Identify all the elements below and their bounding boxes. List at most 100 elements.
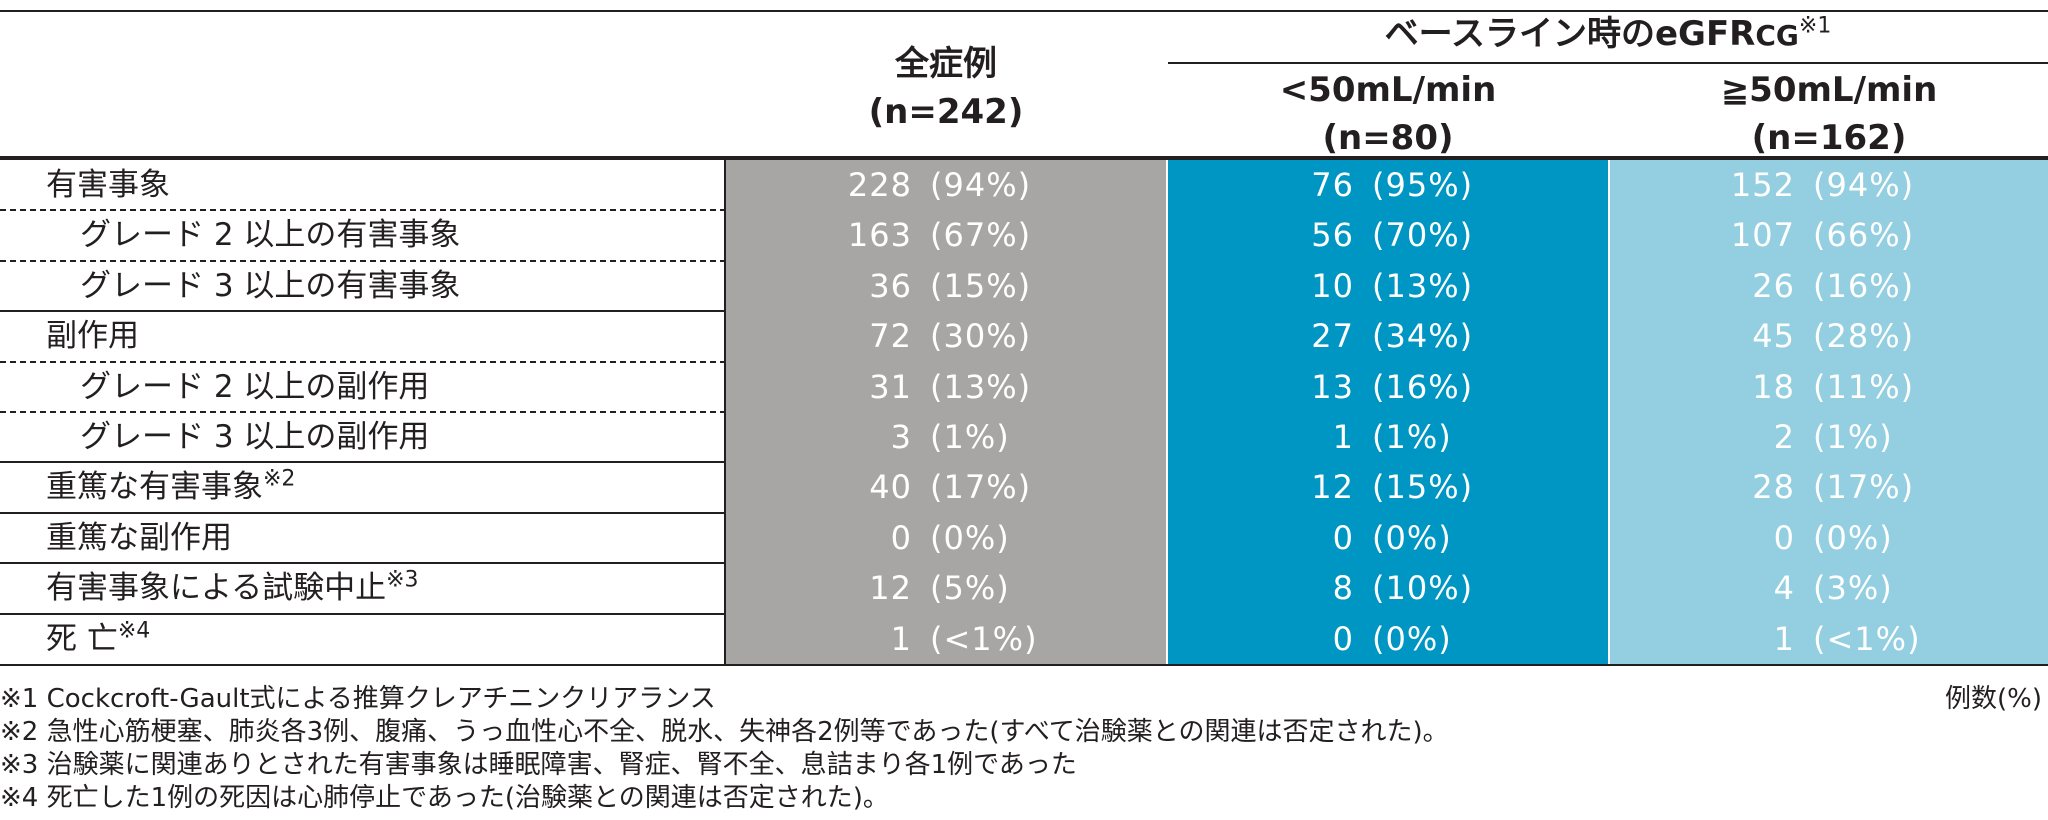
table-row: グレード 2 以上の副作用 31 (13%) 13 (16%) 18 (11%) bbox=[0, 361, 2048, 413]
header-rule bbox=[0, 156, 2048, 160]
cell-percent: (1%) bbox=[930, 418, 1010, 456]
row-separator bbox=[0, 360, 726, 363]
row-label-text: 有害事象による試験中止 bbox=[46, 570, 387, 607]
cell-percent: (28%) bbox=[1813, 317, 1915, 356]
cell-ge: 1 (<1%) bbox=[1610, 613, 2048, 665]
cell-ge: 0 (0%) bbox=[1610, 512, 2048, 564]
cell-percent: (15%) bbox=[930, 266, 1032, 305]
row-label: 有害事象による試験中止※3 bbox=[46, 563, 419, 614]
cell-all: 1 (<1%) bbox=[726, 613, 1166, 665]
table-row: グレード 2 以上の有害事象 163 (67%) 56 (70%) 107 (66%) bbox=[0, 210, 2048, 262]
cell-percent: (95%) bbox=[1372, 166, 1474, 204]
cell-count: 13 bbox=[1311, 367, 1354, 406]
row-separator bbox=[0, 511, 726, 514]
row-label: 有害事象 bbox=[46, 160, 170, 211]
group-sub-rule bbox=[1168, 62, 2048, 64]
cell-all: 31 (13%) bbox=[726, 361, 1166, 413]
cell-lt: 8 (10%) bbox=[1168, 563, 1608, 615]
col-ge50-title: ≧50mL/min bbox=[1720, 70, 1938, 110]
cell-ge: 107 (66%) bbox=[1610, 210, 2048, 262]
row-separator bbox=[0, 259, 726, 262]
cell-lt: 1 (1%) bbox=[1168, 412, 1608, 463]
row-separator bbox=[0, 612, 726, 615]
cell-percent: (15%) bbox=[1372, 468, 1474, 507]
footnote: ※3 治験薬に関連ありとされた有害事象は睡眠障害、腎症、腎不全、息詰まり各1例で… bbox=[0, 750, 1077, 780]
row-label: 副作用 bbox=[46, 311, 139, 362]
cell-count: 0 bbox=[1332, 619, 1354, 658]
cell-percent: (3%) bbox=[1813, 569, 1893, 608]
cell-count: 107 bbox=[1730, 216, 1795, 255]
footnote: ※1 Cockcroft-Gault式による推算クレアチニンクリアランス bbox=[0, 684, 716, 714]
cell-count: 2 bbox=[1773, 418, 1795, 456]
row-label-text: グレード 3 以上の有害事象 bbox=[80, 267, 461, 304]
row-label-footnote-mark: ※4 bbox=[117, 618, 151, 644]
cell-all: 3 (1%) bbox=[726, 412, 1166, 463]
cell-count: 40 bbox=[869, 468, 912, 507]
row-label: グレード 2 以上の有害事象 bbox=[80, 210, 460, 261]
col-lt50-n: (n=80) bbox=[1322, 118, 1454, 158]
cell-count: 3 bbox=[890, 418, 912, 456]
table-row: 副作用 72 (30%) 27 (34%) 45 (28%) bbox=[0, 311, 2048, 363]
cell-percent: (1%) bbox=[1813, 418, 1893, 456]
table-row: 重篤な副作用 0 (0%) 0 (0%) 0 (0%) bbox=[0, 512, 2048, 564]
row-label-text: グレード 3 以上の副作用 bbox=[80, 419, 430, 455]
table-row: グレード 3 以上の副作用 3 (1%) 1 (1%) 2 (1%) bbox=[0, 412, 2048, 463]
col-all-header: 全症例 (n=242) bbox=[726, 40, 1166, 136]
row-label: 重篤な有害事象※2 bbox=[46, 462, 295, 513]
cell-count: 12 bbox=[869, 569, 912, 608]
cell-count: 45 bbox=[1752, 317, 1795, 356]
table-row: グレード 3 以上の有害事象 36 (15%) 10 (13%) 26 (16%) bbox=[0, 260, 2048, 312]
cell-ge: 152 (94%) bbox=[1610, 160, 2048, 211]
table-row: 有害事象による試験中止※3 12 (5%) 8 (10%) 4 (3%) bbox=[0, 563, 2048, 615]
footnote: ※4 死亡した1例の死因は心肺停止であった(治験薬との関連は否定された)。 bbox=[0, 783, 889, 813]
row-separator bbox=[0, 562, 726, 565]
cell-count: 0 bbox=[1332, 518, 1354, 557]
cell-percent: (<1%) bbox=[1813, 619, 1921, 658]
cell-ge: 2 (1%) bbox=[1610, 412, 2048, 463]
cell-ge: 28 (17%) bbox=[1610, 462, 2048, 514]
col-ge50-n: (n=162) bbox=[1751, 118, 1907, 158]
row-label-text: グレード 2 以上の副作用 bbox=[80, 368, 430, 405]
cell-percent: (0%) bbox=[1813, 518, 1893, 557]
cell-percent: (94%) bbox=[930, 166, 1032, 204]
cell-count: 1 bbox=[1332, 418, 1354, 456]
cell-percent: (16%) bbox=[1372, 367, 1474, 406]
cell-all: 0 (0%) bbox=[726, 512, 1166, 564]
col-all-n: (n=242) bbox=[868, 92, 1024, 132]
cell-percent: (17%) bbox=[1813, 468, 1915, 507]
cell-percent: (16%) bbox=[1813, 266, 1915, 305]
cell-count: 76 bbox=[1311, 166, 1354, 204]
row-separator bbox=[0, 461, 726, 464]
cell-all: 12 (5%) bbox=[726, 563, 1166, 615]
row-label: グレード 3 以上の副作用 bbox=[80, 412, 429, 463]
cell-all: 72 (30%) bbox=[726, 311, 1166, 363]
cell-percent: (11%) bbox=[1813, 367, 1915, 406]
cell-percent: (13%) bbox=[1372, 266, 1474, 305]
cell-percent: (34%) bbox=[1372, 317, 1474, 356]
cell-count: 163 bbox=[847, 216, 912, 255]
cell-count: 0 bbox=[890, 518, 912, 557]
cell-count: 31 bbox=[869, 367, 912, 406]
col-all-title: 全症例 bbox=[895, 44, 997, 84]
cell-count: 0 bbox=[1773, 518, 1795, 557]
group-title: ベースライン時のeGFR bbox=[1384, 14, 1756, 54]
cell-count: 228 bbox=[847, 166, 912, 204]
cell-lt: 10 (13%) bbox=[1168, 260, 1608, 312]
cell-lt: 12 (15%) bbox=[1168, 462, 1608, 514]
cell-count: 10 bbox=[1311, 266, 1354, 305]
cell-count: 4 bbox=[1773, 569, 1795, 608]
top-rule bbox=[0, 10, 2048, 12]
row-label: グレード 3 以上の有害事象 bbox=[80, 261, 460, 312]
cell-percent: (13%) bbox=[930, 367, 1032, 406]
label-column-divider bbox=[724, 160, 726, 664]
row-label-text: 重篤な副作用 bbox=[46, 519, 232, 556]
row-label-text: 死 亡 bbox=[46, 620, 118, 657]
cell-ge: 45 (28%) bbox=[1610, 311, 2048, 363]
cell-all: 36 (15%) bbox=[726, 260, 1166, 312]
cell-percent: (0%) bbox=[1372, 518, 1452, 557]
cell-percent: (0%) bbox=[1372, 619, 1452, 658]
row-label-footnote-mark: ※3 bbox=[386, 567, 419, 593]
cell-lt: 76 (95%) bbox=[1168, 160, 1608, 211]
cell-count: 1 bbox=[890, 619, 912, 658]
cell-count: 56 bbox=[1311, 216, 1354, 255]
